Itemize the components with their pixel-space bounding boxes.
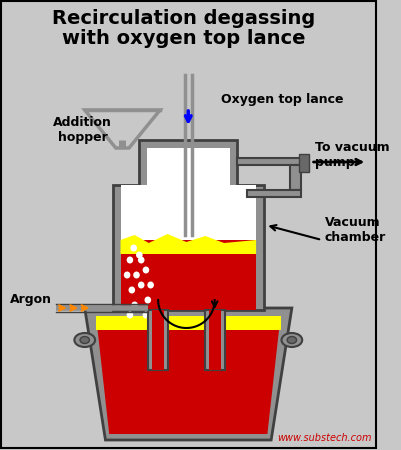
- Circle shape: [144, 297, 151, 303]
- Polygon shape: [113, 140, 263, 310]
- Bar: [247, 190, 301, 197]
- Polygon shape: [85, 308, 292, 440]
- Circle shape: [143, 266, 149, 274]
- Text: Argon: Argon: [10, 293, 52, 306]
- Bar: [209, 310, 221, 370]
- Ellipse shape: [282, 333, 302, 347]
- Polygon shape: [96, 316, 281, 434]
- Text: Oxygen top lance: Oxygen top lance: [221, 94, 344, 107]
- Circle shape: [127, 311, 133, 319]
- Circle shape: [133, 271, 140, 279]
- Text: with oxygen top lance: with oxygen top lance: [62, 28, 305, 48]
- Polygon shape: [96, 316, 281, 330]
- Bar: [237, 158, 301, 165]
- Circle shape: [147, 282, 154, 288]
- Text: To vacuum
pump: To vacuum pump: [316, 141, 390, 169]
- Bar: [148, 310, 168, 370]
- Circle shape: [143, 311, 149, 319]
- Bar: [152, 310, 164, 370]
- Polygon shape: [121, 234, 256, 254]
- Bar: [290, 165, 301, 190]
- Text: www.substech.com: www.substech.com: [277, 433, 372, 443]
- Text: Recirculation degassing: Recirculation degassing: [52, 9, 315, 27]
- Ellipse shape: [287, 337, 297, 343]
- Circle shape: [132, 302, 138, 309]
- Circle shape: [128, 287, 135, 293]
- Polygon shape: [121, 148, 256, 240]
- Circle shape: [130, 244, 137, 252]
- Circle shape: [136, 252, 143, 258]
- Circle shape: [127, 256, 133, 264]
- Text: Addition
hopper: Addition hopper: [53, 116, 112, 144]
- Bar: [205, 310, 225, 370]
- Circle shape: [138, 256, 144, 264]
- Ellipse shape: [74, 333, 95, 347]
- Circle shape: [124, 271, 130, 279]
- Circle shape: [138, 282, 144, 288]
- Ellipse shape: [80, 337, 89, 343]
- Polygon shape: [121, 240, 256, 310]
- Bar: [300, 154, 309, 172]
- Text: Vacuum
chamber: Vacuum chamber: [325, 216, 386, 244]
